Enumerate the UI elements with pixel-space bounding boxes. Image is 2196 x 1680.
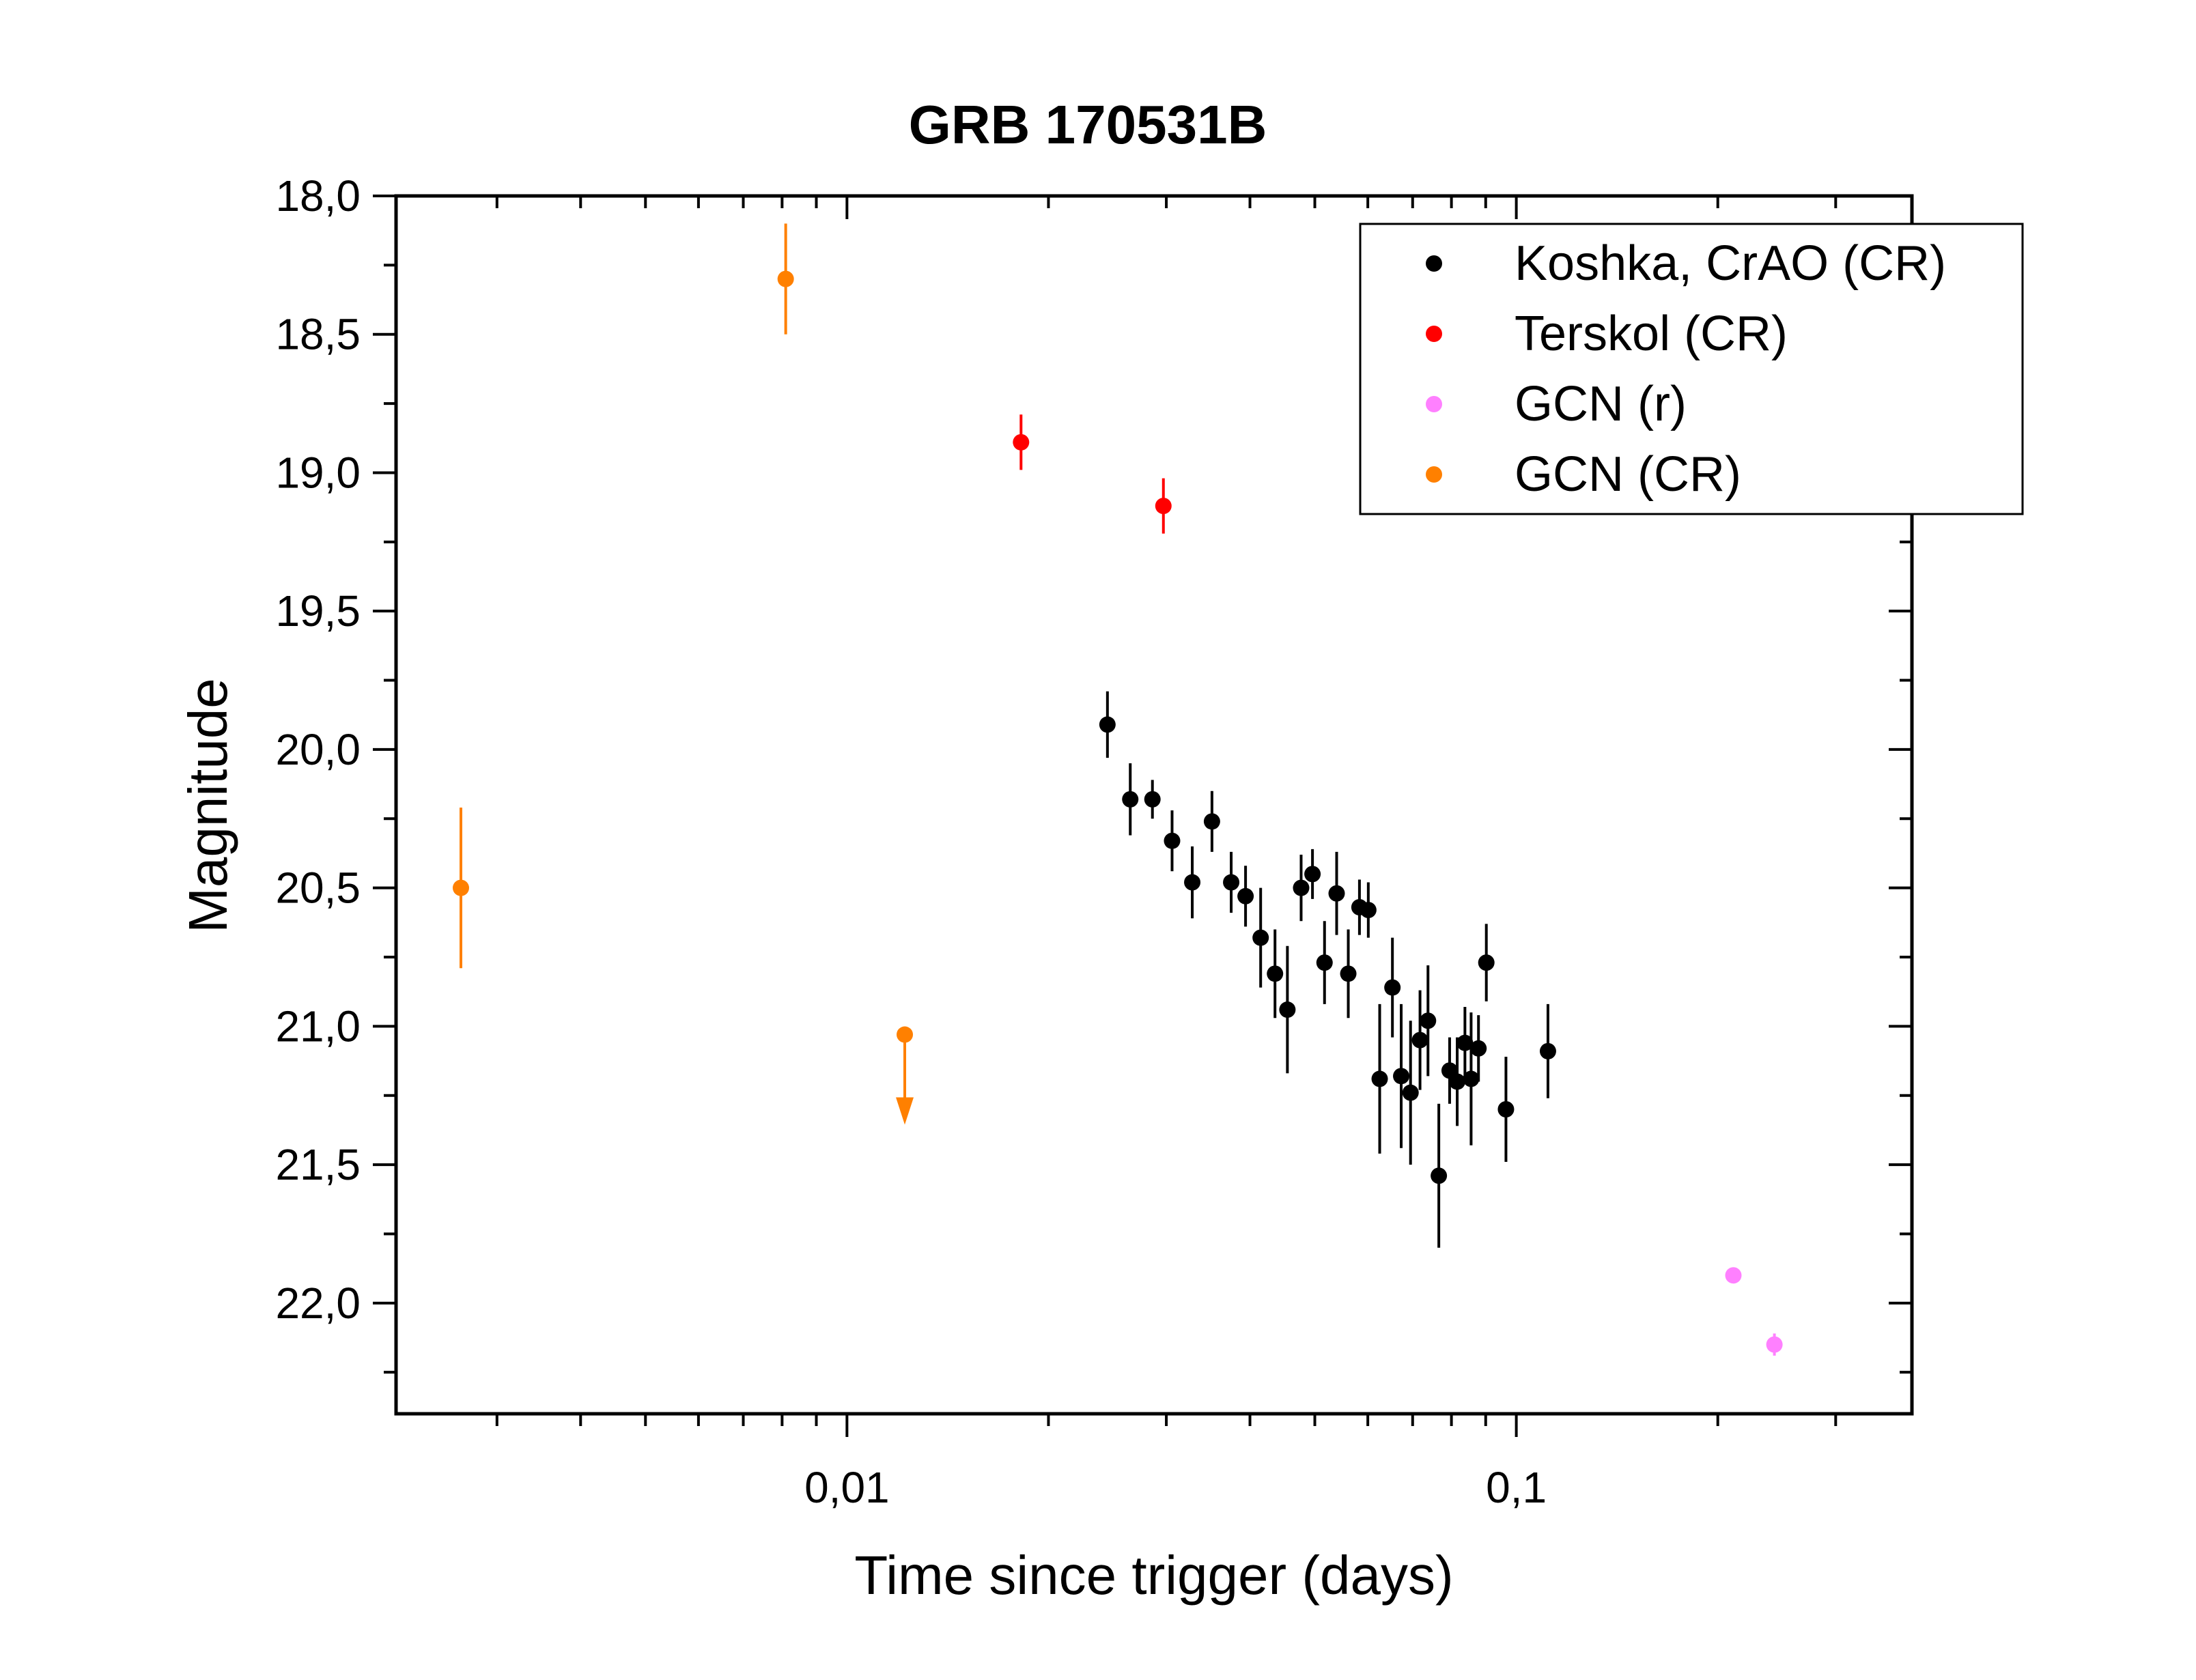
data-point	[1456, 1034, 1474, 1051]
y-tick-label: 20,5	[275, 864, 361, 913]
y-tick-label: 19,0	[275, 448, 361, 497]
y-tick-label: 20,0	[275, 725, 361, 774]
data-point	[1237, 887, 1254, 905]
x-tick-label: 0,01	[804, 1463, 890, 1512]
y-tick-label: 19,5	[275, 586, 361, 636]
data-point	[1463, 1070, 1480, 1087]
data-point	[1371, 1070, 1388, 1087]
legend-marker	[1426, 396, 1442, 412]
data-point	[1279, 1001, 1296, 1019]
data-point	[1360, 902, 1377, 919]
legend-label: GCN (CR)	[1515, 447, 1741, 502]
legend-box	[1359, 223, 2024, 515]
y-tick-label: 21,5	[275, 1140, 361, 1189]
data-point	[1223, 874, 1240, 891]
series-3	[452, 223, 914, 1125]
legend-marker	[1426, 255, 1442, 272]
data-point	[1252, 929, 1269, 946]
series-2	[1725, 1267, 1783, 1356]
plot-frame	[394, 194, 1914, 1416]
data-point	[1155, 498, 1172, 515]
data-point	[1539, 1042, 1556, 1059]
data-point	[1144, 791, 1161, 808]
data-point	[1393, 1068, 1410, 1085]
data-point	[1164, 832, 1181, 849]
data-point	[1099, 716, 1116, 733]
data-point	[1431, 1167, 1448, 1184]
series-1	[1013, 414, 1172, 534]
legend-marker	[1426, 326, 1442, 342]
data-point	[777, 270, 794, 287]
data-series	[452, 223, 1783, 1356]
series-0	[1099, 691, 1556, 1248]
upper-limit-arrow	[896, 1097, 914, 1125]
data-point	[1267, 965, 1284, 982]
data-point	[1420, 1012, 1437, 1029]
y-axis-label: Magnitude	[178, 678, 238, 933]
data-point	[1402, 1084, 1419, 1101]
y-tick-labels: 18,0 18,5 19,0 19,5 20,0 20,5 21,0 21,5 22,0	[275, 171, 361, 1328]
data-point	[1478, 954, 1495, 971]
legend-label: Koshka, CrAO (CR)	[1515, 236, 1946, 291]
data-point	[1449, 1073, 1466, 1090]
data-point	[1328, 885, 1345, 902]
legend-items: Koshka, CrAO (CR) Terskol (CR) GCN (r) GCN …	[1426, 236, 1946, 502]
data-point	[1203, 813, 1220, 830]
data-point	[1725, 1267, 1742, 1284]
data-point	[1340, 965, 1357, 982]
data-point	[1766, 1336, 1783, 1353]
data-point	[1384, 979, 1401, 996]
legend-label: GCN (r)	[1515, 377, 1687, 431]
data-point	[1411, 1031, 1428, 1049]
data-point	[1316, 954, 1333, 971]
x-tick-label: 0,1	[1486, 1463, 1547, 1512]
data-point	[1293, 879, 1310, 896]
data-point	[1304, 866, 1321, 883]
upper-limit-point	[897, 1026, 914, 1043]
data-point	[1470, 1040, 1487, 1057]
y-tick-label: 22,0	[275, 1279, 361, 1328]
legend: Koshka, CrAO (CR) Terskol (CR) GCN (r) GCN …	[1359, 223, 2024, 515]
y-tick-label: 18,5	[275, 310, 361, 359]
x-axis-label: Time since trigger (days)	[854, 1545, 1453, 1606]
data-point	[452, 879, 469, 896]
data-point	[1497, 1101, 1515, 1117]
x-tick-labels: 0,01 0,1	[804, 1463, 1547, 1512]
y-tick-label: 18,0	[275, 171, 361, 220]
legend-label: Terskol (CR)	[1515, 307, 1788, 361]
chart-title: GRB 170531B	[909, 94, 1267, 155]
y-tick-label: 21,0	[275, 1001, 361, 1051]
data-point	[1184, 874, 1201, 891]
data-point	[1122, 791, 1139, 808]
data-point	[1013, 433, 1030, 451]
legend-marker	[1426, 466, 1442, 483]
